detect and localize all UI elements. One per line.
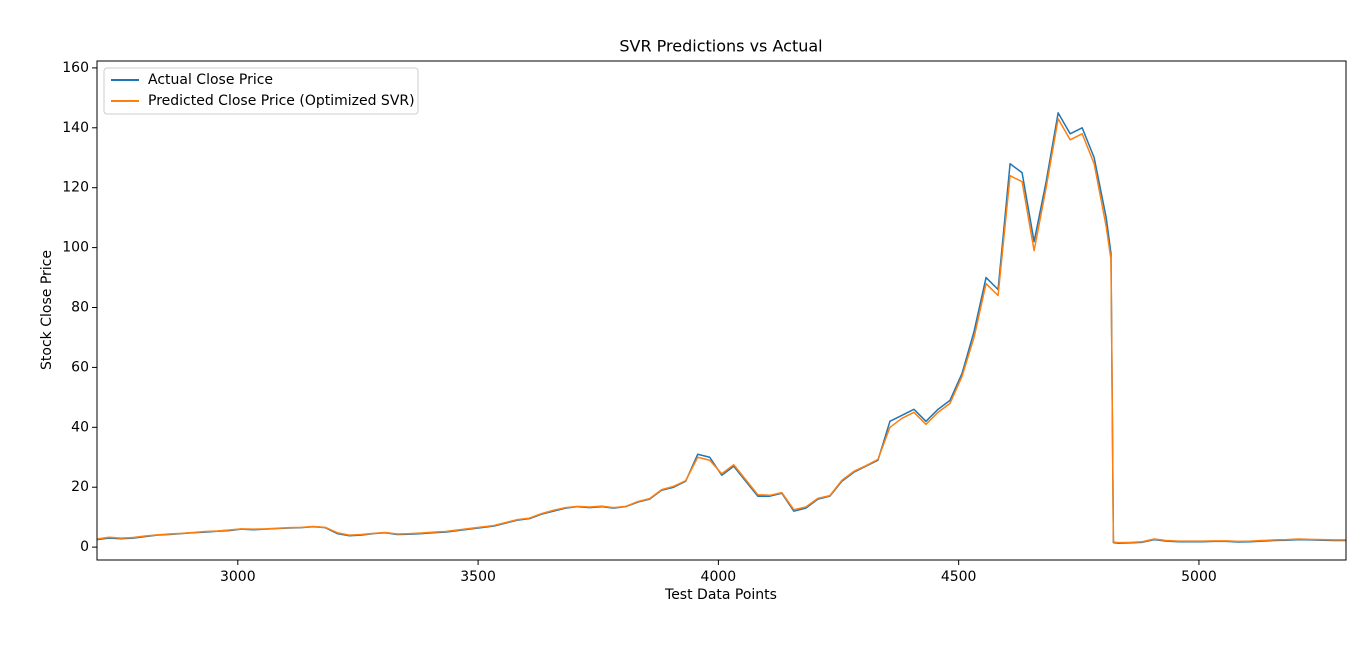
y-tick-label: 140 (62, 120, 89, 136)
y-tick-label: 20 (71, 479, 89, 495)
y-axis-label: Stock Close Price (39, 250, 55, 370)
x-tick-label: 5000 (1181, 569, 1217, 585)
plot-frame (96, 60, 1347, 561)
y-tick-label: 60 (71, 359, 89, 375)
y-tick-label: 120 (62, 180, 89, 196)
x-tick-label: 3000 (220, 569, 256, 585)
y-tick-label: 160 (62, 60, 89, 76)
y-tick-label: 80 (71, 300, 89, 316)
x-tick-label: 4500 (941, 569, 977, 585)
chart-title: SVR Predictions vs Actual (619, 37, 822, 56)
x-tick-label: 3500 (460, 569, 496, 585)
y-tick-label: 100 (62, 240, 89, 256)
legend-label: Predicted Close Price (Optimized SVR) (148, 93, 415, 109)
y-tick-label: 0 (80, 539, 89, 555)
x-tick-label: 4000 (701, 569, 737, 585)
line-series (97, 118, 1346, 544)
legend-box (103, 67, 419, 115)
y-tick-label: 40 (71, 419, 89, 435)
legend-label: Actual Close Price (148, 72, 273, 88)
x-axis-label: Test Data Points (664, 587, 777, 603)
